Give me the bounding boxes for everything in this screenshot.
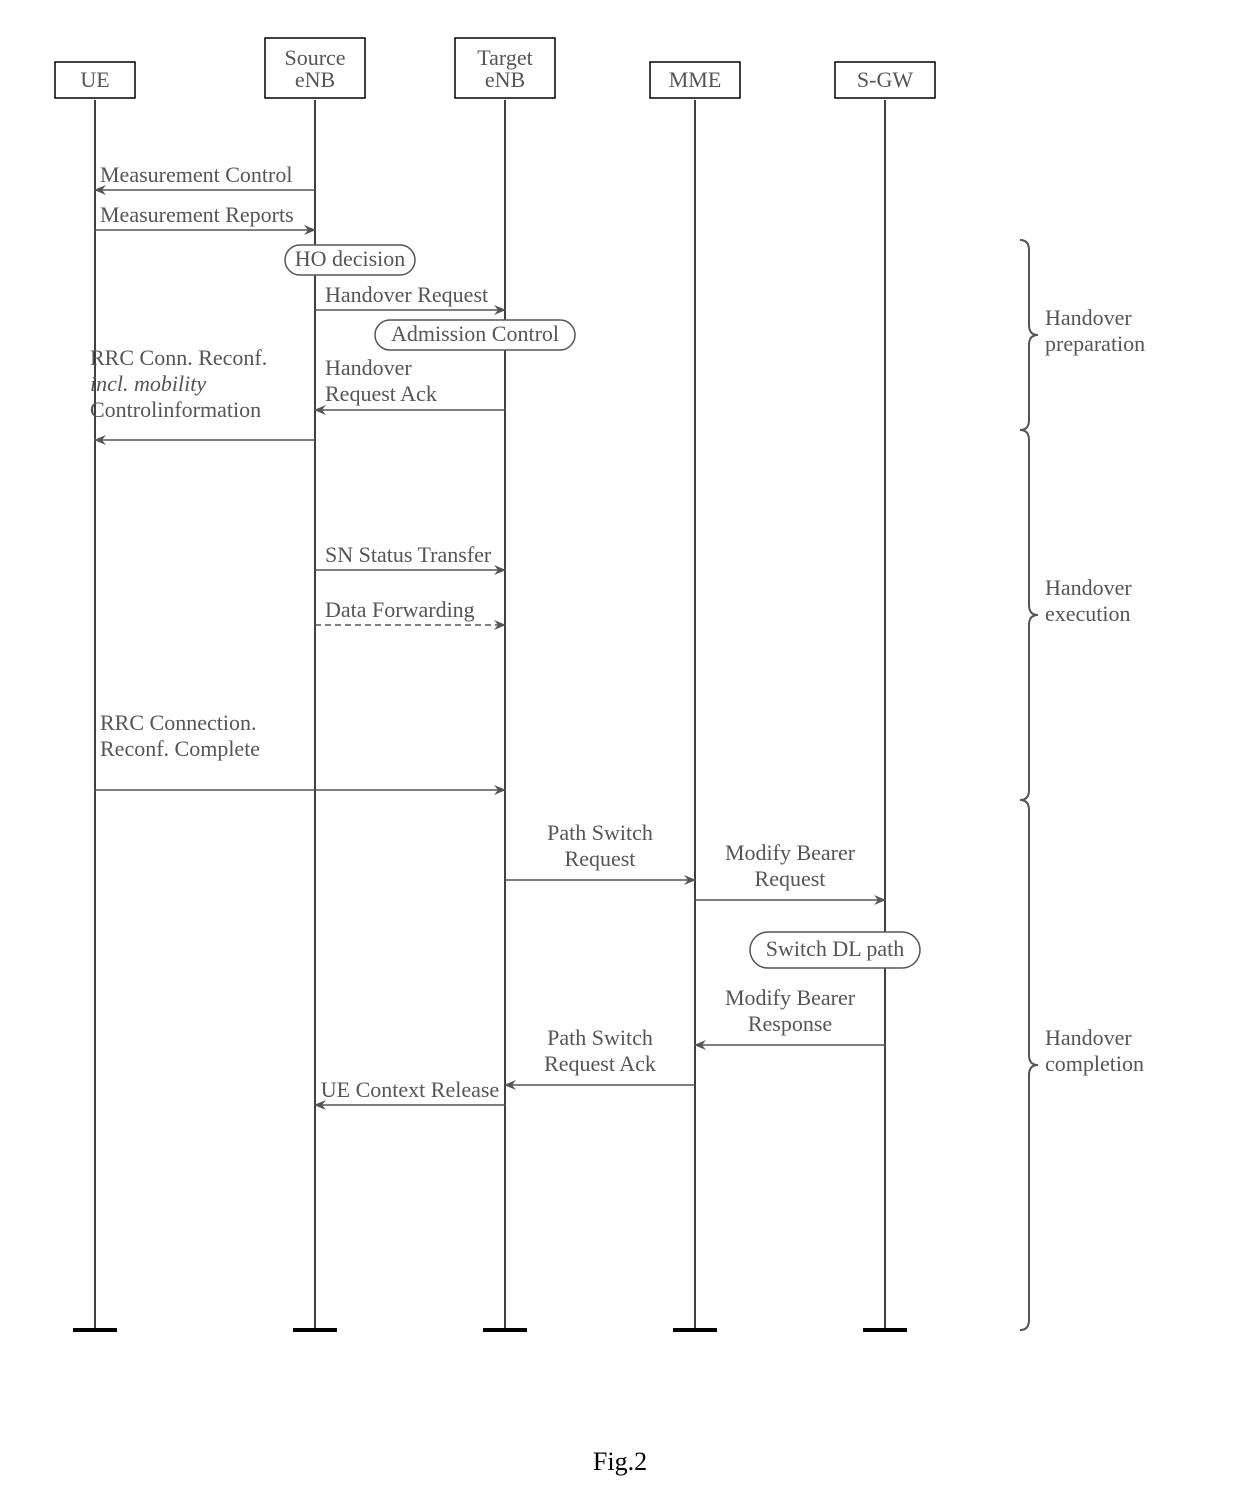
message-label-m10: Modify BearerRequest: [725, 840, 856, 891]
message-label-m7: Data Forwarding: [325, 597, 475, 622]
message-label-m1: Measurement Control: [100, 162, 292, 187]
figure-label: Fig.2: [593, 1447, 647, 1476]
message-label-m2: Measurement Reports: [100, 202, 294, 227]
message-label-m8: RRC Connection.Reconf. Complete: [100, 710, 260, 761]
phase-brace-p1: [1020, 240, 1038, 430]
phase-label-p1: Handoverpreparation: [1045, 305, 1145, 356]
phase-label-p2: Handoverexecution: [1045, 575, 1132, 626]
phase-label-p3: Handovercompletion: [1045, 1025, 1144, 1076]
actor-label-mme: MME: [669, 67, 722, 92]
sequence-diagram: UESourceeNBTargeteNBMMES-GWMeasurement C…: [0, 0, 1240, 1512]
note-label-n1: HO decision: [295, 246, 406, 271]
actor-label-sgw: S-GW: [857, 67, 913, 92]
phase-brace-p2: [1020, 430, 1038, 800]
message-label-m9: Path SwitchRequest: [547, 820, 653, 871]
note-label-n2: Admission Control: [391, 321, 559, 346]
message-label-m11: Modify BearerResponse: [725, 985, 856, 1036]
actor-label-ue: UE: [80, 67, 109, 92]
message-label-m6: SN Status Transfer: [325, 542, 492, 567]
phase-brace-p3: [1020, 800, 1038, 1330]
message-label-m5: RRC Conn. Reconf.incl. mobilityControlin…: [90, 345, 267, 422]
actor-label-tgt: TargeteNB: [477, 45, 532, 92]
message-label-m3: Handover Request: [325, 282, 488, 307]
note-label-n3: Switch DL path: [766, 936, 905, 961]
message-label-m13: UE Context Release: [321, 1077, 499, 1102]
message-label-m12: Path SwitchRequest Ack: [544, 1025, 656, 1076]
message-label-m4: HandoverRequest Ack: [325, 355, 437, 406]
